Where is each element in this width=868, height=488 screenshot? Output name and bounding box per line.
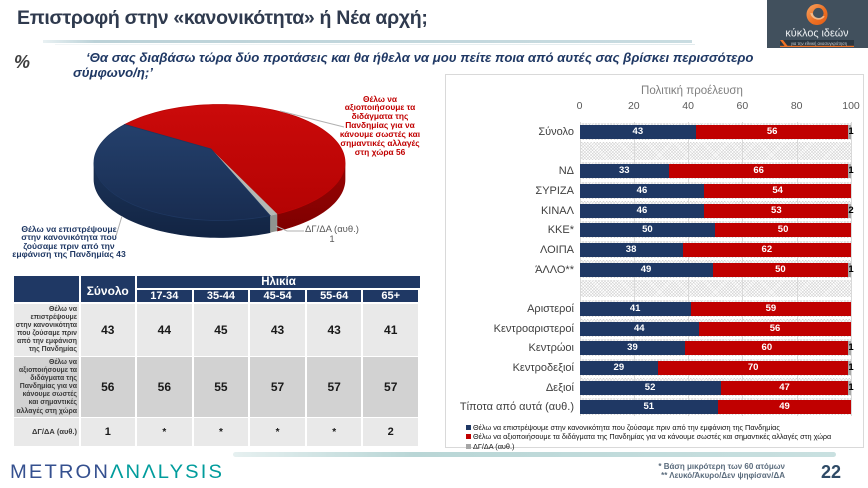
svg-text:για την εθνική ανασυγκρότηση: για την εθνική ανασυγκρότηση — [791, 41, 848, 46]
svg-text:κύκλος ιδεών: κύκλος ιδεών — [785, 28, 848, 40]
